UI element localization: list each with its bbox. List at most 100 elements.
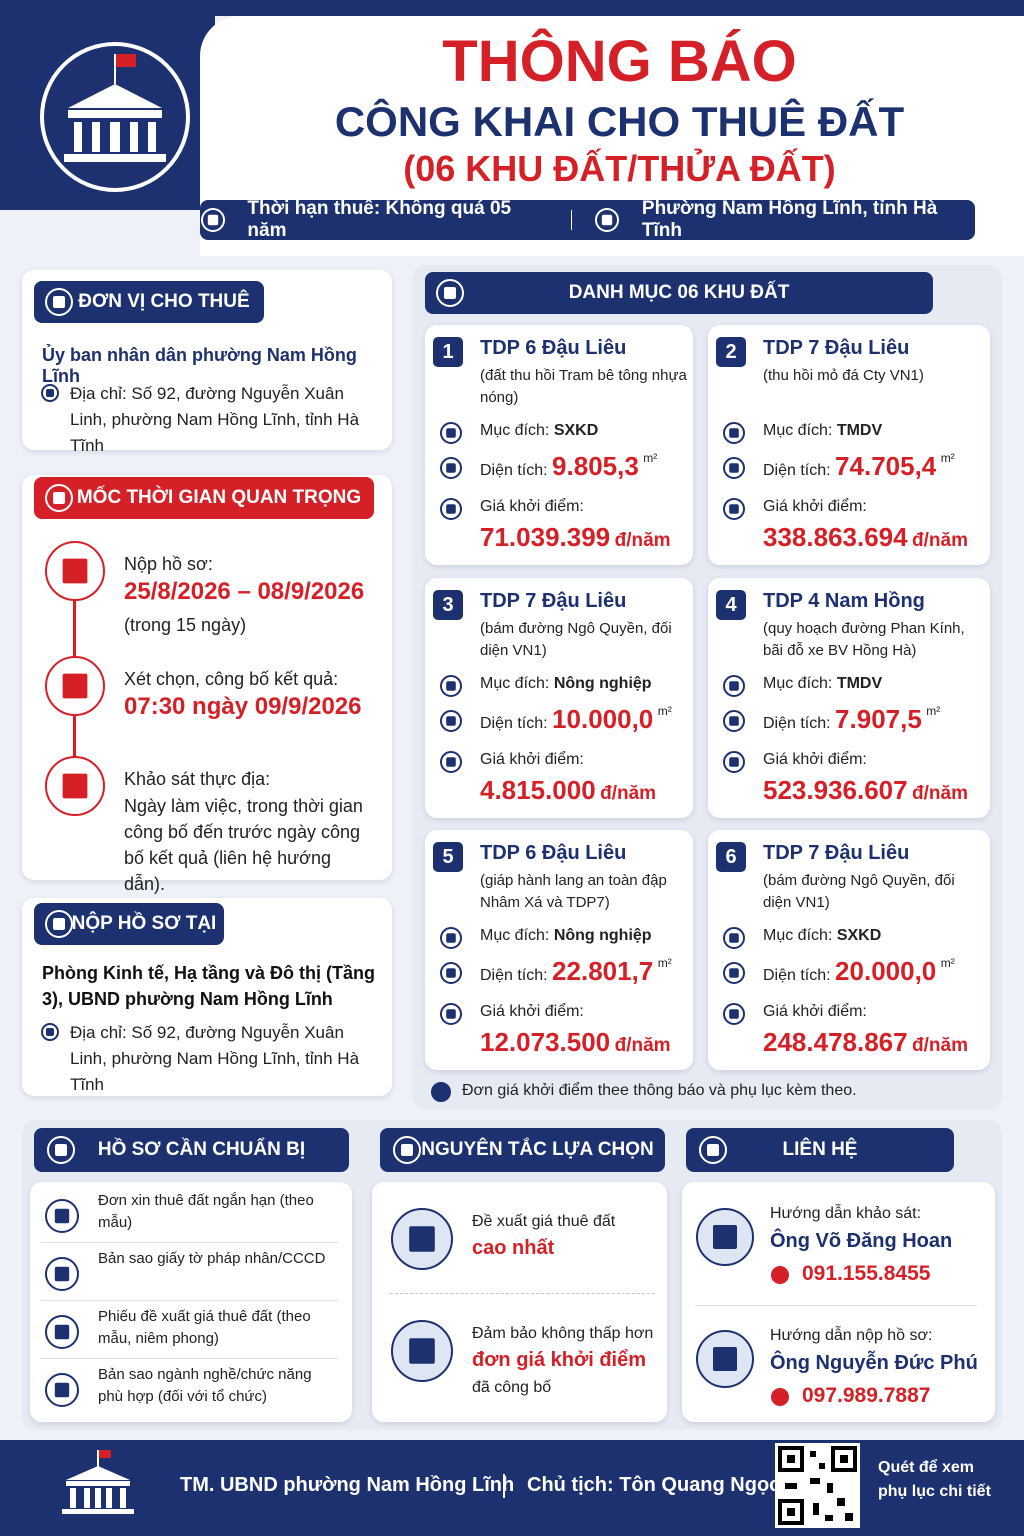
- purpose-row: Mục đích: Nông nghiệp: [480, 927, 652, 945]
- parcel-desc: (giáp hành lang an toàn đập Nhâm Xá và T…: [480, 872, 667, 911]
- document-item: Bản sao ngành nghề/chức năng phù hợp (đố…: [98, 1366, 312, 1405]
- pin-icon: [41, 384, 59, 402]
- price-unit: đ/năm: [614, 1035, 671, 1056]
- scale-icon: [393, 1136, 421, 1164]
- purpose-value: Nông nghiệp: [553, 927, 652, 944]
- purpose-row: Mục đích: SXKD: [763, 927, 881, 945]
- price-unit: đ/năm: [600, 783, 657, 804]
- divider: [40, 1300, 338, 1301]
- parcel-desc: (bám đường Ngô Quyền, đối diện VN1): [480, 620, 672, 659]
- info-icon: [431, 1082, 451, 1102]
- footer-separator: [503, 1474, 505, 1498]
- area-row: Diện tích: 22.801,7 m²: [480, 956, 672, 987]
- purpose-icon: [440, 927, 462, 949]
- divider: [40, 1358, 338, 1359]
- document-icon: [45, 1315, 79, 1349]
- calendar-icon: [201, 208, 225, 232]
- timeline-label: Khảo sát thực địa:: [124, 769, 271, 789]
- footer-org: TM. UBND phường Nam Hồng Lĩnh: [180, 1474, 515, 1496]
- price-label: Giá khởi điểm:: [763, 1003, 867, 1020]
- price-value: 338.863.694: [763, 522, 908, 552]
- location-icon: [595, 208, 620, 232]
- lessor-address: Địa chỉ: Số 92, đường Nguyễn Xuân Linh, …: [70, 384, 360, 455]
- parcel-name: TDP 6 Đậu Liêu: [480, 337, 627, 359]
- area-label: Diện tích:: [763, 715, 831, 732]
- principle-emphasis: cao nhất: [472, 1237, 555, 1259]
- timeline-heading-text: MỐC THỜI GIAN QUAN TRỌNG: [76, 487, 362, 508]
- logo: [40, 42, 190, 192]
- area-icon: [440, 710, 462, 732]
- documents-heading: HỒ SƠ CẦN CHUẨN BỊ: [34, 1128, 349, 1172]
- purpose-label: Mục đích:: [763, 927, 833, 944]
- submit-address: Địa chỉ: Số 92, đường Nguyễn Xuân Linh, …: [70, 1023, 360, 1094]
- price-value: 248.478.867: [763, 1027, 908, 1057]
- area-unit: m²: [940, 956, 955, 970]
- contact-name: Ông Nguyễn Đức Phú: [770, 1352, 978, 1374]
- location: Phường Nam Hồng Lĩnh, tỉnh Hà Tĩnh: [641, 198, 938, 241]
- price-value: 4.815.000: [480, 775, 596, 805]
- parcel-name: TDP 4 Nam Hồng: [763, 590, 925, 612]
- submit-heading-icon: [45, 910, 73, 938]
- area-unit: m²: [657, 704, 672, 718]
- purpose-label: Mục đích:: [763, 675, 833, 692]
- area-label: Diện tích:: [480, 462, 548, 479]
- price-row: 4.815.000 đ/năm: [480, 775, 656, 806]
- contact-phone: 091.155.8455: [802, 1262, 931, 1285]
- parcel-number: 4: [716, 590, 746, 620]
- parcel-number: 5: [433, 842, 463, 872]
- lessor-name: Ủy ban nhân dân phường Nam Hồng Lĩnh: [42, 345, 357, 386]
- purpose-value: TMDV: [836, 422, 883, 439]
- list-icon: [436, 279, 464, 307]
- parcel-name: TDP 7 Đậu Liêu: [763, 842, 910, 864]
- price-icon: [723, 751, 745, 773]
- documents-card: [30, 1182, 352, 1422]
- submit-org: Phòng Kinh tế, Hạ tầng và Đô thị (Tầng 3…: [42, 963, 375, 1009]
- price-icon: [440, 751, 462, 773]
- price-unit: đ/năm: [912, 783, 968, 804]
- parcel-number: 2: [716, 337, 746, 367]
- timeline-heading: MỐC THỜI GIAN QUAN TRỌNG: [34, 477, 374, 519]
- price-label: Giá khởi điểm:: [480, 498, 584, 515]
- submit-heading-text: NỘP HỒ SƠ TẠI: [71, 913, 217, 934]
- parcel-name: TDP 6 Đậu Liêu: [480, 842, 627, 864]
- price-label: Giá khởi điểm:: [480, 751, 584, 768]
- top-bar: [0, 0, 1024, 16]
- timeline-icon: [45, 756, 105, 816]
- price-row: 12.073.500 đ/năm: [480, 1027, 671, 1058]
- parcel-card: 4 TDP 4 Nam Hồng (quy hoạch đường Phan Kín…: [708, 578, 990, 818]
- price-label: Giá khởi điểm:: [480, 1003, 584, 1020]
- area-value: 9.805,3: [552, 451, 639, 481]
- purpose-row: Mục đích: Nông nghiệp: [480, 675, 652, 693]
- parcel-name: TDP 7 Đậu Liêu: [763, 337, 910, 359]
- principle-icon: [391, 1320, 453, 1382]
- purpose-value: SXKD: [553, 422, 599, 439]
- area-row: Diện tích: 7.907,5 m²: [763, 704, 940, 735]
- purpose-label: Mục đích:: [480, 422, 550, 439]
- parcel-card: 1 TDP 6 Đậu Liêu (đất thu hồi Tram bê tông…: [425, 325, 693, 565]
- person-icon: [696, 1330, 754, 1388]
- contact-name: Ông Võ Đăng Hoan: [770, 1230, 953, 1252]
- lease-term: Thời hạn thuê: Không quá 05 năm: [247, 198, 512, 241]
- timeline-note: (trong 15 ngày): [124, 615, 247, 635]
- purpose-icon: [723, 927, 745, 949]
- area-value: 74.705,4: [835, 451, 937, 481]
- area-label: Diện tích:: [480, 967, 548, 984]
- purpose-label: Mục đích:: [763, 422, 833, 439]
- price-value: 71.039.399: [480, 522, 611, 552]
- parcel-name: TDP 7 Đậu Liêu: [480, 590, 627, 612]
- timeline-value: 25/8/2026 – 08/9/2026: [124, 578, 365, 605]
- principle-emphasis: đơn giá khởi điểm: [472, 1349, 647, 1371]
- pin-icon: [41, 1023, 59, 1041]
- area-label: Diện tích:: [763, 967, 831, 984]
- purpose-icon: [723, 675, 745, 697]
- subtitle-count: (06 KHU ĐẤT/THỬA ĐẤT): [403, 148, 836, 189]
- person-icon: [696, 1208, 754, 1266]
- divider: [40, 1242, 338, 1243]
- area-unit: m²: [926, 704, 941, 718]
- contact-role: Hướng dẫn khảo sát:: [770, 1205, 922, 1222]
- parcel-card: 6 TDP 7 Đậu Liêu (bám đường Ngô Quyền, đối…: [708, 830, 990, 1070]
- principles-heading: NGUYÊN TẮC LỰA CHỌN: [380, 1128, 665, 1172]
- purpose-value: SXKD: [836, 927, 882, 944]
- price-icon: [723, 498, 745, 520]
- principle-text: Đảm bảo không thấp hơn: [472, 1325, 654, 1342]
